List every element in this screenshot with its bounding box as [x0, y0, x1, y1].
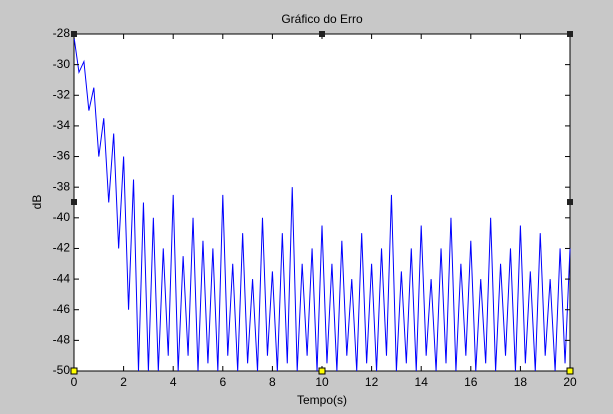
x-axis-label: Tempo(s) [297, 393, 347, 407]
y-tick-label: -50 [53, 363, 71, 377]
y-tick-label: -36 [53, 149, 71, 163]
handle [567, 199, 573, 205]
plot-area [73, 33, 571, 372]
handle [70, 367, 78, 375]
handle [566, 367, 574, 375]
x-tick-label: 8 [269, 375, 276, 389]
chart-title: Gráfico do Erro [281, 12, 363, 26]
y-tick-label: -32 [53, 87, 71, 101]
y-axis-label: dB [30, 195, 44, 210]
selection-handles [70, 31, 574, 375]
x-tick-label: 2 [120, 375, 127, 389]
y-tick-label: -42 [53, 241, 71, 255]
x-tick-label: 0 [71, 375, 78, 389]
plot-layer: 0 2 4 6 8 10 12 14 16 18 20 -50 -48 -46 -44 -42 -40 -38 -3… [53, 26, 577, 389]
handle [318, 367, 326, 375]
x-tick-label: 4 [170, 375, 177, 389]
y-tick-label: -40 [53, 210, 71, 224]
y-tick-label: -34 [53, 118, 71, 132]
handle [319, 31, 325, 37]
handle [71, 31, 77, 37]
y-tick-label: -48 [53, 333, 71, 347]
y-tick-label: -44 [53, 271, 71, 285]
handle [71, 199, 77, 205]
x-tick-label: 6 [219, 375, 226, 389]
x-tick-label: 10 [315, 375, 329, 389]
handle [567, 31, 573, 37]
y-tick-label: -38 [53, 179, 71, 193]
x-tick-label: 18 [514, 375, 528, 389]
x-tick-label: 14 [415, 375, 429, 389]
y-tick-label: -30 [53, 57, 71, 71]
x-tick-label: 12 [365, 375, 379, 389]
data-line [73, 36, 571, 372]
x-tick-label: 16 [464, 375, 478, 389]
x-tick-label: 20 [563, 375, 577, 389]
y-tick-label: -46 [53, 302, 71, 316]
y-tick-label: -28 [53, 26, 71, 40]
